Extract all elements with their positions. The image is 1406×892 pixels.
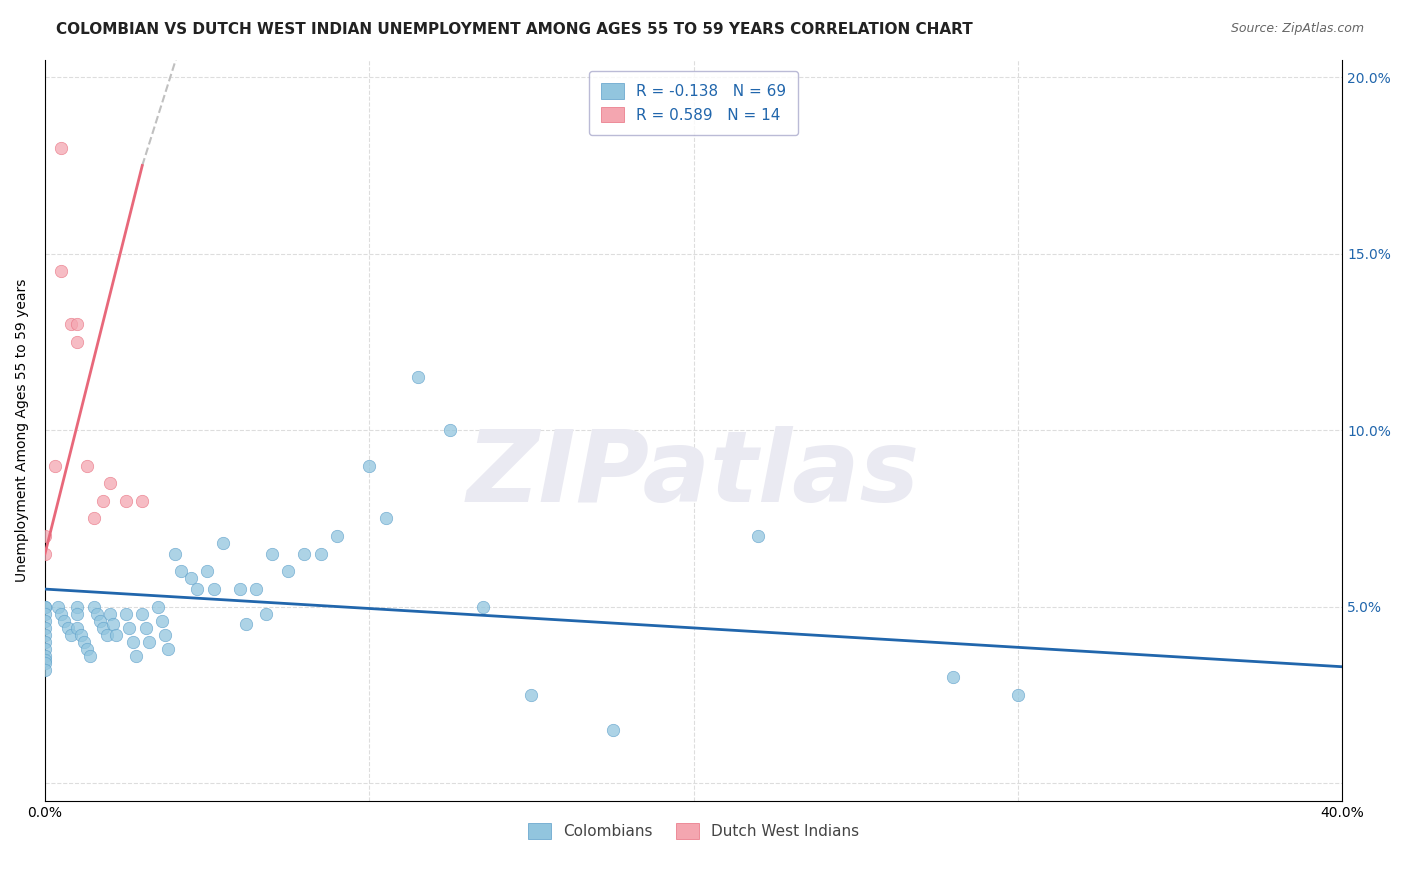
- Point: [148, 599, 170, 614]
- Point: [34, 547, 56, 561]
- Point: [51, 141, 73, 155]
- Point: [34, 529, 56, 543]
- Text: Source: ZipAtlas.com: Source: ZipAtlas.com: [1230, 22, 1364, 36]
- Point: [170, 565, 193, 579]
- Point: [942, 670, 965, 684]
- Point: [34, 653, 56, 667]
- Point: [121, 635, 143, 649]
- Point: [89, 614, 111, 628]
- Point: [101, 617, 124, 632]
- Point: [59, 628, 82, 642]
- Point: [125, 649, 148, 664]
- Point: [76, 642, 98, 657]
- Point: [93, 621, 115, 635]
- Point: [131, 607, 153, 621]
- Point: [186, 582, 208, 596]
- Point: [98, 607, 121, 621]
- Point: [471, 599, 494, 614]
- Point: [34, 635, 56, 649]
- Point: [118, 621, 141, 635]
- Point: [51, 264, 73, 278]
- Point: [115, 607, 138, 621]
- Point: [34, 649, 56, 664]
- Point: [83, 599, 105, 614]
- Point: [96, 628, 118, 642]
- Point: [195, 565, 218, 579]
- Point: [53, 614, 76, 628]
- Point: [66, 607, 89, 621]
- Point: [93, 493, 115, 508]
- Point: [326, 529, 349, 543]
- Point: [228, 582, 250, 596]
- Point: [212, 536, 235, 550]
- Point: [134, 621, 156, 635]
- Point: [131, 493, 153, 508]
- Point: [260, 547, 283, 561]
- Point: [59, 318, 82, 332]
- Point: [153, 628, 176, 642]
- Point: [66, 621, 89, 635]
- Point: [73, 635, 96, 649]
- Point: [98, 476, 121, 491]
- Point: [309, 547, 332, 561]
- Point: [245, 582, 267, 596]
- Point: [359, 458, 381, 473]
- Point: [69, 628, 91, 642]
- Point: [1007, 688, 1029, 702]
- Point: [294, 547, 316, 561]
- Point: [66, 599, 89, 614]
- Point: [747, 529, 769, 543]
- Point: [277, 565, 299, 579]
- Point: [138, 635, 160, 649]
- Point: [439, 423, 461, 437]
- Point: [115, 493, 138, 508]
- Point: [44, 458, 66, 473]
- Y-axis label: Unemployment Among Ages 55 to 59 years: Unemployment Among Ages 55 to 59 years: [15, 278, 30, 582]
- Point: [602, 723, 624, 738]
- Point: [46, 599, 69, 614]
- Legend: Colombians, Dutch West Indians: Colombians, Dutch West Indians: [522, 817, 865, 845]
- Point: [66, 334, 89, 349]
- Point: [157, 642, 180, 657]
- Point: [254, 607, 277, 621]
- Point: [79, 649, 101, 664]
- Point: [163, 547, 186, 561]
- Point: [105, 628, 128, 642]
- Point: [83, 511, 105, 525]
- Point: [34, 614, 56, 628]
- Point: [66, 318, 89, 332]
- Point: [374, 511, 396, 525]
- Point: [180, 572, 202, 586]
- Point: [150, 614, 173, 628]
- Point: [76, 458, 98, 473]
- Point: [406, 370, 429, 384]
- Point: [51, 607, 73, 621]
- Point: [34, 607, 56, 621]
- Point: [86, 607, 108, 621]
- Point: [34, 599, 56, 614]
- Text: ZIPatlas: ZIPatlas: [467, 426, 920, 524]
- Point: [520, 688, 543, 702]
- Text: COLOMBIAN VS DUTCH WEST INDIAN UNEMPLOYMENT AMONG AGES 55 TO 59 YEARS CORRELATIO: COLOMBIAN VS DUTCH WEST INDIAN UNEMPLOYM…: [56, 22, 973, 37]
- Point: [34, 663, 56, 677]
- Point: [34, 628, 56, 642]
- Point: [235, 617, 257, 632]
- Point: [34, 621, 56, 635]
- Point: [34, 657, 56, 671]
- Point: [34, 642, 56, 657]
- Point: [202, 582, 225, 596]
- Point: [34, 599, 56, 614]
- Point: [56, 621, 79, 635]
